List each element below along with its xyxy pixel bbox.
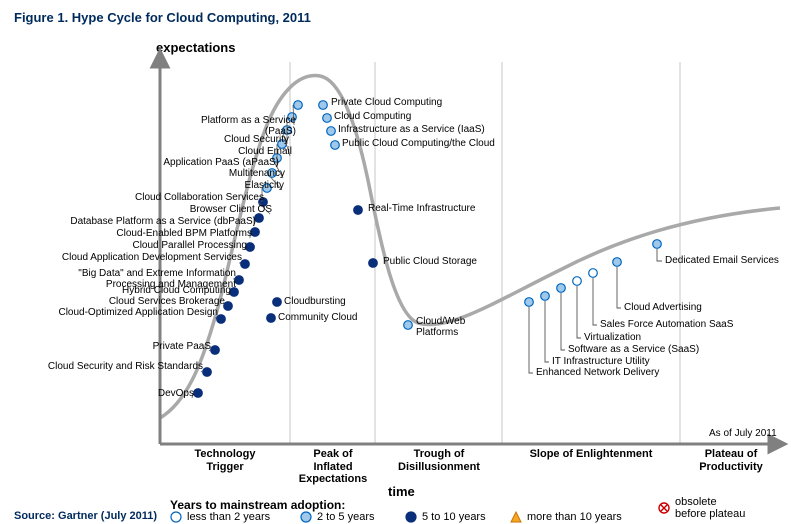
tech-label: Public Cloud Storage [383, 257, 477, 268]
tech-label: Cloud Application Development Services [62, 253, 242, 264]
tech-label: Cloud Advertising [624, 303, 702, 314]
tech-label: Dedicated Email Services [665, 256, 779, 267]
x-axis-label: time [388, 484, 415, 499]
legend-title: Years to mainstream adoption: [170, 498, 345, 512]
phase-label: Plateau ofProductivity [666, 448, 796, 473]
tech-label: Community Cloud [278, 313, 357, 324]
tech-label: Infrastructure as a Service (IaaS) [338, 125, 485, 136]
tech-label: Browser Client OS [190, 205, 272, 216]
tech-label: Cloud-Optimized Application Design [58, 308, 218, 319]
tech-label: Cloudbursting [284, 297, 346, 308]
tech-label: "Big Data" and Extreme InformationProces… [78, 269, 236, 290]
tech-label: Sales Force Automation SaaS [600, 320, 733, 331]
phase-label: Trough ofDisillusionment [374, 448, 504, 473]
tech-label: DevOps [158, 389, 194, 400]
tech-label: Application PaaS (aPaaS) [163, 158, 279, 169]
legend-item: less than 2 years [170, 511, 270, 523]
tech-label: Virtualization [584, 333, 641, 344]
phase-label: Slope of Enlightenment [526, 448, 656, 461]
legend-item: obsoletebefore plateau [658, 496, 745, 520]
tech-label: Platform as a Service(PaaS) [201, 116, 296, 137]
tech-label: Cloud Computing [334, 112, 411, 123]
tech-label: Real-Time Infrastructure [368, 204, 475, 215]
tech-label: Enhanced Network Delivery [536, 368, 659, 379]
tech-label: Cloud Email [238, 147, 292, 158]
source-label: Source: Gartner (July 2011) [14, 510, 157, 522]
tech-label: Multitenancy [229, 169, 285, 180]
tech-label: Cloud/WebPlatforms [416, 317, 465, 338]
legend-item: 2 to 5 years [300, 511, 374, 523]
tech-label: Cloud Security and Risk Standards [48, 362, 203, 373]
tech-label: Software as a Service (SaaS) [568, 345, 699, 356]
legend-item: more than 10 years [510, 511, 622, 523]
tech-label: Cloud Services Brokerage [109, 297, 225, 308]
tech-label: Private PaaS [153, 342, 211, 353]
tech-label: Cloud Collaboration Services [135, 193, 264, 204]
legend-item: 5 to 10 years [405, 511, 486, 523]
as-of-label: As of July 2011 [709, 428, 777, 439]
hype-cycle-chart: { "figure_title":"Figure 1. Hype Cycle f… [0, 0, 802, 524]
tech-label: Database Platform as a Service (dbPaaS) [70, 217, 256, 228]
tech-label: Cloud Parallel Processing [132, 241, 247, 252]
tech-label: Cloud-Enabled BPM Platforms [116, 229, 252, 240]
tech-label: Elasticity [245, 181, 284, 192]
tech-label: Public Cloud Computing/the Cloud [342, 139, 495, 150]
tech-label: IT Infrastructure Utility [552, 357, 650, 368]
tech-label: Private Cloud Computing [331, 98, 442, 109]
